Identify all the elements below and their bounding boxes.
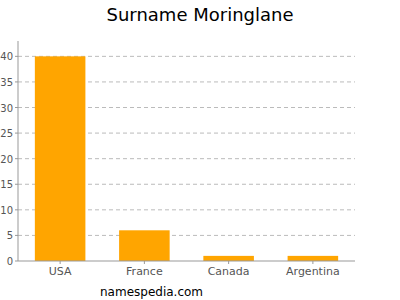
tick-label: 15 bbox=[0, 179, 13, 190]
x-tick bbox=[60, 261, 61, 264]
y-axis bbox=[18, 41, 19, 261]
tick-label: 5 bbox=[7, 230, 13, 241]
bar bbox=[288, 256, 339, 261]
title: Surname Moringlane bbox=[107, 4, 294, 25]
x-tick bbox=[144, 261, 145, 264]
bar bbox=[35, 56, 86, 261]
x-tick bbox=[228, 261, 229, 264]
category-label: Canada bbox=[208, 265, 250, 278]
bar bbox=[119, 230, 170, 261]
source: namespedia.com bbox=[100, 285, 203, 299]
category-label: Argentina bbox=[286, 265, 340, 278]
tick-label: 10 bbox=[0, 205, 13, 216]
category-label: USA bbox=[49, 265, 72, 278]
category-label: France bbox=[126, 265, 163, 278]
x-axis bbox=[18, 261, 355, 262]
x-tick bbox=[312, 261, 313, 264]
tick-label: 35 bbox=[0, 77, 13, 88]
bar bbox=[203, 256, 254, 261]
chart: Surname Moringlane 0 5 10 15 20 25 30 35 40 USA Fra… bbox=[0, 0, 400, 300]
tick-label: 20 bbox=[0, 154, 13, 165]
bars bbox=[35, 56, 338, 261]
tick-label: 0 bbox=[7, 256, 13, 267]
tick-label: 30 bbox=[0, 103, 13, 114]
tick-label: 40 bbox=[0, 51, 13, 62]
tick-label: 25 bbox=[0, 128, 13, 139]
